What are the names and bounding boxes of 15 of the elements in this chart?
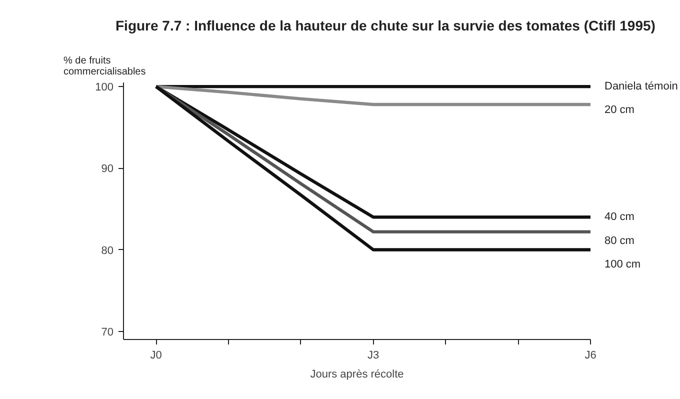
series-label: 40 cm [604,211,634,224]
y-axis-title: % de fruits commercialisables [64,56,146,78]
x-tick-label: J3 [367,350,380,362]
y-tick-label: 70 [101,326,114,338]
y-tick-label: 100 [95,82,114,94]
series-label: 100 cm [604,258,641,270]
series-label: Daniela témoin [604,80,678,93]
chart-title: Figure 7.7 : Influence de la hauteur de chute sur la survie des tomates (Ctifl 1995) [116,18,656,34]
x-tick-label: J0 [150,350,162,362]
x-axis-title: Jours après récolte [310,368,404,380]
series-label: 80 cm [604,234,634,247]
x-tick-label: J6 [584,350,596,362]
y-tick-label: 90 [101,163,114,176]
y-tick-label: 80 [101,244,114,257]
series-label: 20 cm [604,104,634,116]
